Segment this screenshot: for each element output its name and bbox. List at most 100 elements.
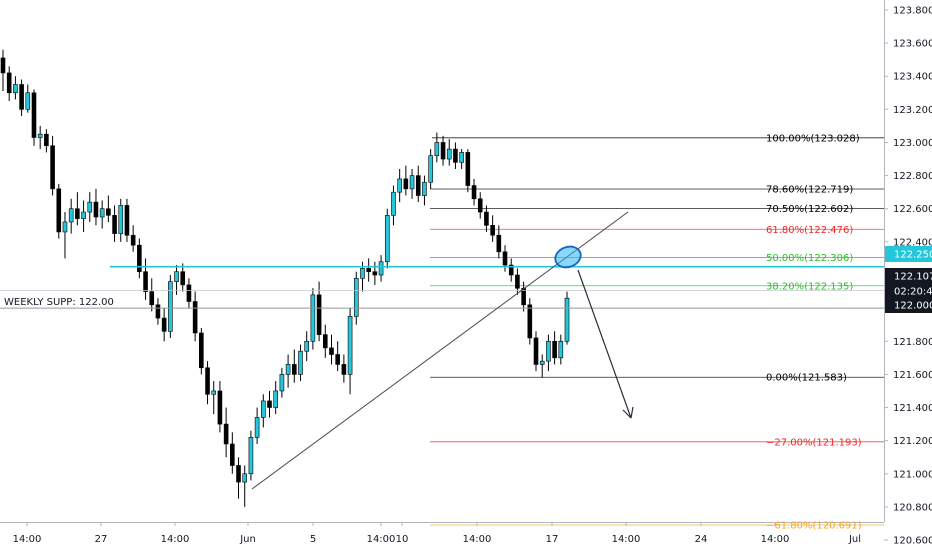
y-tick-label: 122.600 (893, 204, 932, 215)
x-tick-label: 10 (396, 534, 409, 545)
candle-body (347, 316, 353, 375)
price-tag-label: 122.107 (894, 272, 932, 283)
y-tick-label: 121.400 (893, 403, 932, 414)
candle-body (6, 72, 12, 94)
x-tick-label: 14:00 (761, 534, 790, 545)
y-tick-label: 123.000 (893, 138, 932, 149)
candle-body (403, 178, 409, 190)
candle-body (236, 465, 241, 483)
x-tick-label: 24 (695, 534, 708, 545)
candle-body (230, 443, 235, 466)
fib-level-label: −61.80%(120.691) (766, 520, 862, 531)
circle-marker (554, 245, 582, 269)
candle-body (149, 291, 155, 306)
candle-body (477, 198, 483, 213)
candle-body (502, 251, 508, 266)
candle-body (186, 284, 192, 302)
candle-body (508, 264, 514, 276)
fib-level-label: 78.60%(122.719) (766, 185, 853, 196)
candle-body (440, 142, 446, 160)
candle-body (180, 271, 186, 286)
candle-body (81, 211, 86, 219)
candle-body (0, 57, 6, 74)
fib-level-label: 0.00%(121.583) (766, 373, 847, 384)
candle-body (285, 364, 291, 375)
candle-body (409, 175, 415, 190)
candle-body (446, 148, 452, 160)
weekly-support-label: WEEKLY SUPP: 122.00 (4, 297, 114, 308)
candle-body (322, 334, 328, 349)
candle-body (484, 211, 489, 226)
candle-body (31, 92, 37, 138)
candle-body (124, 205, 130, 236)
x-tick-label: 14:00 (612, 534, 641, 545)
candle-body (397, 178, 402, 193)
fib-level-label: −27.00%(121.193) (766, 437, 862, 448)
candle-body (254, 417, 260, 438)
x-tick-label: 14:00 (161, 534, 190, 545)
candle-body (248, 437, 254, 475)
candle-body (353, 278, 359, 317)
candle-body (552, 340, 557, 359)
candle-body (546, 340, 551, 362)
fib-level-label: 38.20%(122.135) (766, 281, 853, 292)
candle-body (415, 175, 421, 196)
price-tag-label: 122.250 (894, 250, 932, 261)
candle-body (558, 340, 564, 359)
candle-body (155, 304, 161, 319)
x-tick-label: 14:00 (367, 534, 396, 545)
candle-body (211, 390, 217, 395)
candle-body (143, 271, 148, 292)
price-tag (885, 246, 932, 262)
candle-body (75, 208, 80, 219)
x-tick-label: 5 (310, 534, 316, 545)
candle-body (453, 148, 458, 163)
y-tick-label: 121.000 (893, 469, 932, 480)
y-tick-label: 122.400 (893, 237, 932, 248)
candle-body (87, 201, 93, 213)
y-tick-label: 123.200 (893, 105, 932, 116)
x-tick-label: Jul (848, 534, 861, 545)
candle-body (217, 390, 223, 425)
candle-body (360, 268, 365, 279)
arrow-shaft (577, 269, 632, 419)
candle-body (329, 347, 334, 355)
candle-body (539, 360, 545, 365)
candle-body (341, 364, 347, 375)
candle-body (316, 294, 322, 335)
x-tick-label: 14:00 (13, 534, 42, 545)
y-tick-label: 120.600 (893, 536, 932, 547)
candle-body (533, 337, 539, 365)
x-tick-label: 14:00 (463, 534, 492, 545)
candle-body (384, 215, 390, 263)
candle-body (422, 181, 427, 196)
y-tick-label: 123.600 (893, 39, 932, 50)
candle-body (434, 142, 440, 157)
x-tick-label: Jun (239, 534, 256, 545)
candle-body (68, 208, 74, 223)
x-tick-label: 27 (95, 534, 108, 545)
y-tick-label: 122.800 (893, 171, 932, 182)
y-tick-label: 121.200 (893, 436, 932, 447)
candle-body (372, 271, 378, 276)
fib-level-label: 100.00%(123.028) (766, 133, 860, 144)
candle-body (199, 332, 204, 369)
candle-body (174, 271, 179, 282)
candle-body (56, 188, 62, 233)
candle-body (279, 374, 285, 392)
candle-body (118, 205, 124, 234)
candle-body (335, 354, 340, 365)
x-tick-label: 17 (546, 534, 559, 545)
candle-body (304, 340, 309, 352)
price-tag-label: 02:20:45 (894, 287, 932, 298)
candle-body (25, 92, 31, 110)
price-tag (885, 283, 932, 299)
price-tag (885, 268, 932, 284)
candle-body (205, 367, 210, 395)
candle-body (521, 287, 526, 306)
candle-body (310, 294, 316, 342)
candle-body (62, 221, 68, 233)
fib-level-label: 70.50%(122.602) (766, 204, 853, 215)
candle-body (267, 400, 272, 408)
candle-body (471, 185, 477, 200)
